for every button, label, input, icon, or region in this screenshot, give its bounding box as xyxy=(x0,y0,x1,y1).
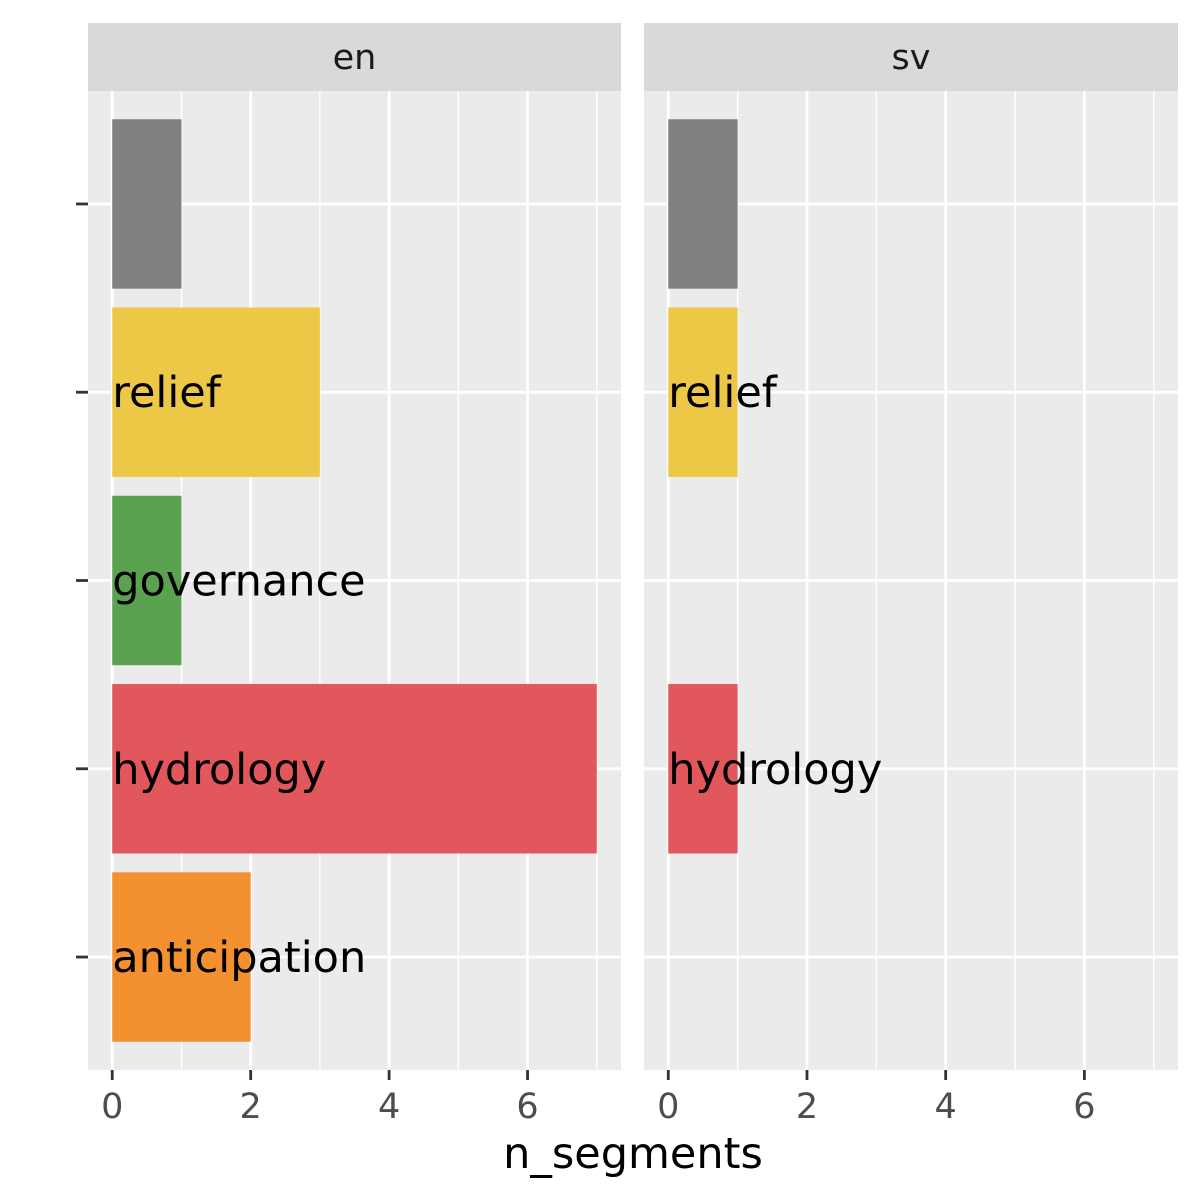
bar-label-sv-hydrology: hydrology xyxy=(668,745,882,795)
x-tick-label: 0 xyxy=(657,1087,679,1127)
x-tick-label: 6 xyxy=(516,1087,538,1127)
bar-en-hydrology xyxy=(112,684,597,854)
bar-sv-hydrology xyxy=(668,684,738,854)
bar-en-unlabeled xyxy=(112,119,182,289)
bar-en-anticipation xyxy=(112,872,251,1042)
x-tick-label: 4 xyxy=(935,1087,957,1127)
x-tick-label: 0 xyxy=(101,1087,123,1127)
bar-label-en-hydrology: hydrology xyxy=(112,745,326,795)
bar-label-en-relief: relief xyxy=(112,368,222,418)
bar-en-relief xyxy=(112,307,320,477)
bar-label-en-governance: governance xyxy=(112,557,365,607)
x-tick-label: 4 xyxy=(378,1087,400,1127)
facet-strip-en xyxy=(88,23,621,91)
bar-label-en-anticipation: anticipation xyxy=(112,933,366,983)
bar-sv-relief xyxy=(668,307,738,477)
x-tick-label: 6 xyxy=(1073,1087,1095,1127)
x-axis-title: n_segments xyxy=(503,1129,763,1179)
facet-label-en: en xyxy=(333,38,377,78)
bar-sv-unlabeled xyxy=(668,119,738,289)
x-tick-label: 2 xyxy=(240,1087,262,1127)
bar-en-governance xyxy=(112,495,182,666)
x-tick-label: 2 xyxy=(796,1087,818,1127)
facet-strip-sv xyxy=(644,23,1178,91)
facet-label-sv: sv xyxy=(892,38,931,78)
bar-label-sv-relief: relief xyxy=(668,368,778,418)
